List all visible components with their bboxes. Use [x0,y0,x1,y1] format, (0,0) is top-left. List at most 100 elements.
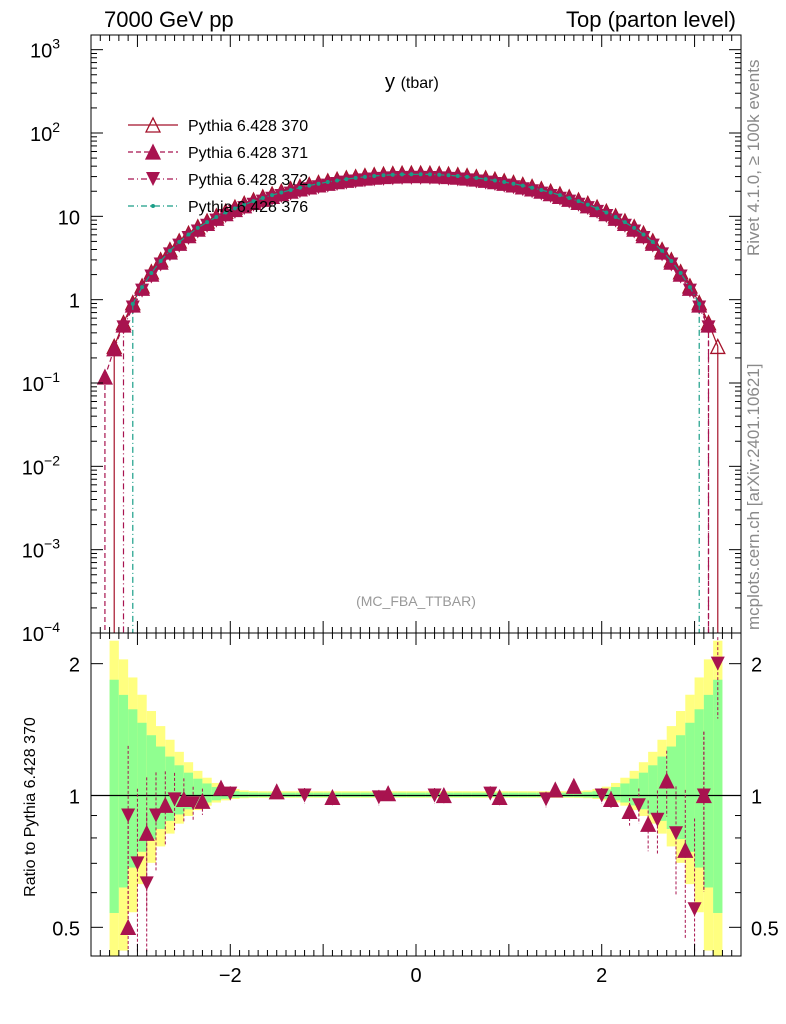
data-point [251,199,256,204]
main-ytick-label: 10−4 [22,619,60,646]
legend-item-s376: Pythia 6.428 376 [128,199,308,216]
data-point [599,209,614,224]
ratio-point [565,777,582,794]
band-green-bin [648,765,658,815]
ratio-point [491,788,508,806]
data-point [162,247,177,262]
data-point [390,172,395,177]
distribution-curves [96,164,726,633]
band-green-bin [137,722,147,852]
xtick-label: −2 [219,965,242,987]
data-point [400,172,405,177]
ratio-ytick-label: 2 [69,655,80,677]
legend-marker [151,204,155,208]
data-point [613,215,618,220]
series-s376 [130,172,702,633]
data-point [520,183,525,188]
data-point [177,240,182,245]
data-point [641,232,646,237]
data-point [567,196,572,201]
band-green-bin [583,792,593,798]
data-point [530,185,535,190]
ratio-point [371,790,386,805]
series-line-s376 [132,173,700,305]
ratio-ytick-label: 0.5 [52,918,80,940]
data-point [548,190,553,195]
band-green-bin [146,735,156,840]
analysis-watermark: (MC_FBA_TTBAR) [356,593,476,609]
series-s372 [116,170,716,633]
band-green-bin [193,778,203,806]
data-point [255,194,270,209]
ratio-point [194,792,211,809]
ratio-ytick-label-right: 0.5 [751,918,779,940]
data-point [437,172,442,177]
main-ytick-label: 1 [69,291,80,313]
data-point [595,206,600,211]
data-point [678,270,683,275]
data-point [214,215,219,220]
data-point [270,193,275,198]
xtick-label: 2 [596,965,607,987]
data-point [311,180,326,195]
band-green-bin [629,778,639,806]
data-point [362,174,367,179]
band-green-bin [638,772,649,810]
main-ytick-label: 10−3 [22,536,60,563]
data-point [195,225,200,230]
data-point [655,247,670,262]
data-point [200,218,215,233]
data-point [455,173,460,178]
band-green-bin [239,792,249,798]
band-green-bin [128,709,138,868]
band-green-bin [713,679,723,913]
data-point [353,175,358,180]
legend-item-s371: Pythia 6.428 371 [128,143,308,162]
data-point [660,248,665,253]
data-point [325,180,330,185]
legend-label: Pythia 6.428 376 [188,199,308,216]
data-point [511,181,516,186]
data-point [246,197,261,212]
ratio-series-s372 [121,637,725,952]
data-point [167,248,172,253]
ratio-point [658,772,675,789]
data-point [636,231,651,246]
band-green-bin [676,735,686,840]
data-point [465,174,470,179]
data-point [181,231,196,246]
band-green-bin [620,783,630,803]
data-point [288,188,293,193]
band-green-bin [109,679,119,913]
data-point [395,170,410,185]
data-point [622,220,627,225]
ratio-point [380,785,397,802]
band-green-bin [657,756,667,821]
ratio-point [167,792,182,807]
data-point [297,185,302,190]
band-green-bin [573,792,584,798]
data-point [590,204,605,219]
main-ytick-label: 102 [30,119,60,146]
band-green-bin [230,791,240,798]
legend-marker [144,116,162,133]
data-point [205,220,210,225]
ratio-point [223,786,238,801]
band-green-bin [183,772,194,810]
data-point [627,224,642,239]
data-point [617,218,632,233]
header-energy: 7000 GeV pp [104,7,234,32]
band-green-bin [202,783,212,803]
data-point [140,285,145,290]
plot-title: y (tbar) [385,71,439,93]
data-point [701,320,716,335]
data-point [316,181,321,186]
ratio-point [483,786,498,801]
data-point [153,257,168,272]
data-point [116,320,131,335]
ratio-point [120,918,137,935]
main-ytick-label: 10 [58,207,80,229]
band-green-bin [694,709,704,868]
data-point [190,224,205,239]
data-point [149,270,154,275]
